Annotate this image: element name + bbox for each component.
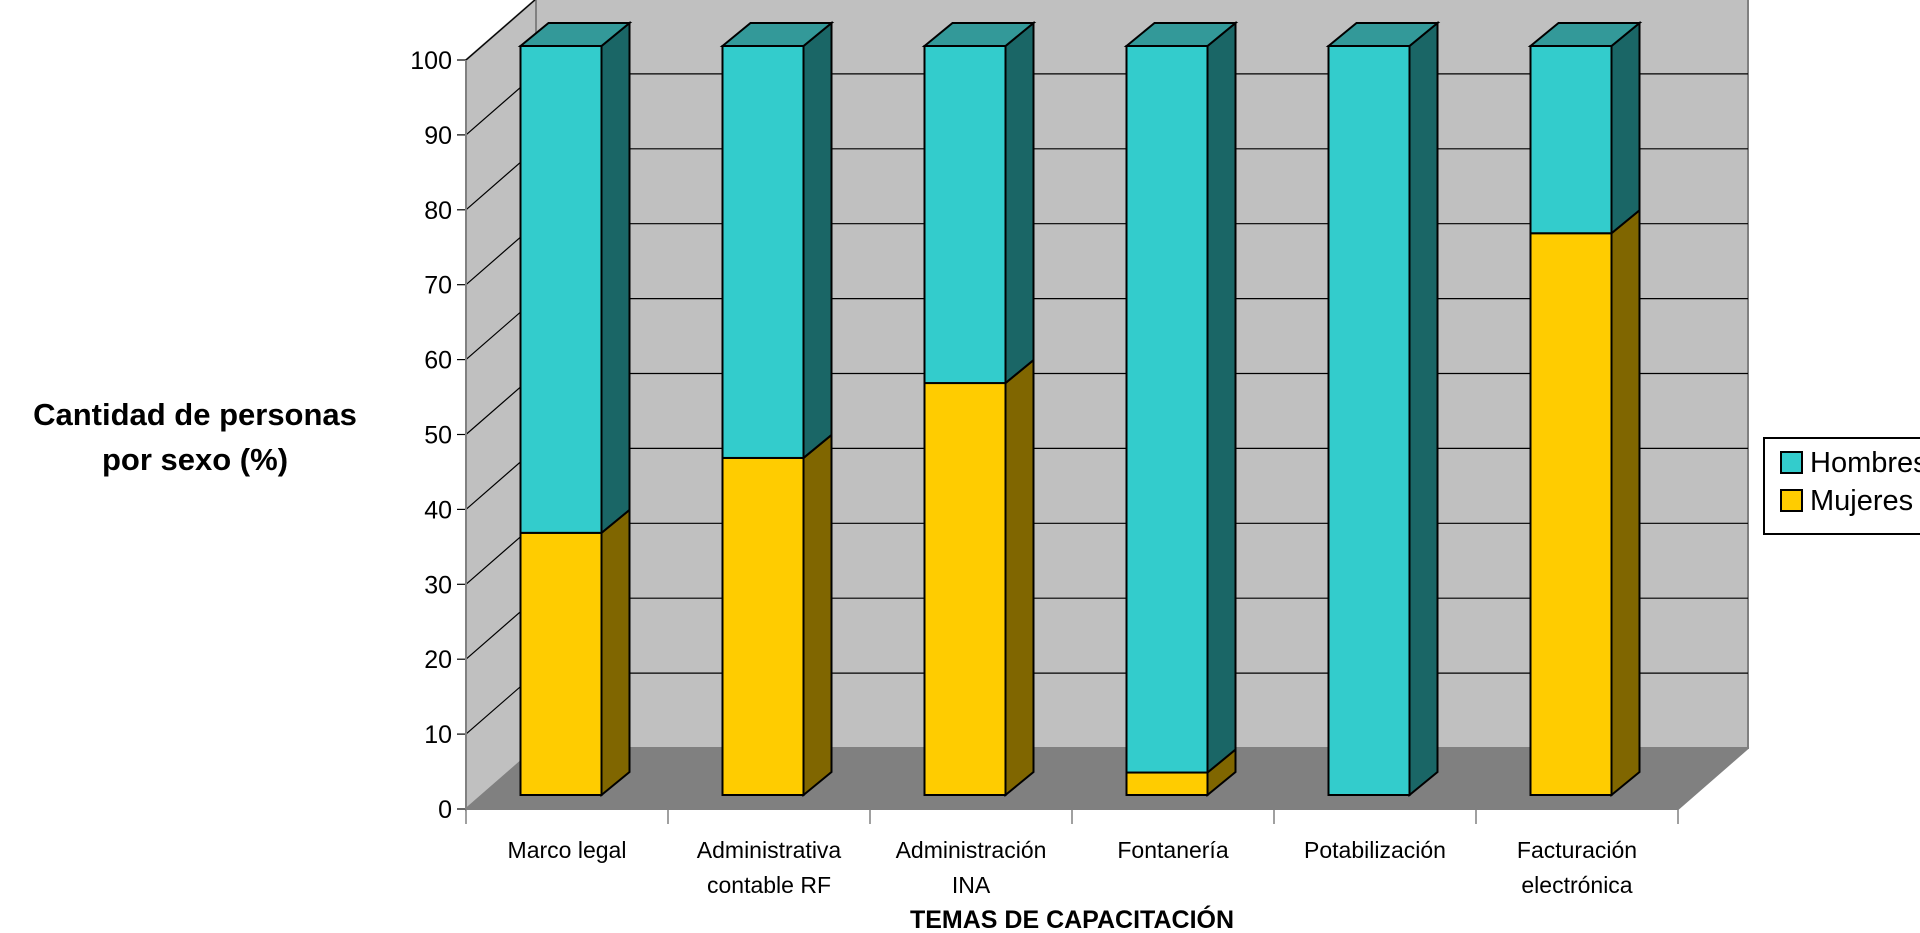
y-axis-title-line-2: por sexo (%) — [101, 442, 289, 477]
bar-top — [1123, 22, 1239, 47]
legend-swatch — [1780, 451, 1803, 474]
bar-hombres — [721, 45, 805, 459]
bar-side — [1408, 20, 1439, 798]
bar-side — [1610, 208, 1641, 798]
y-tick-label: 30 — [424, 571, 452, 599]
x-tick-label: contable RF — [707, 872, 831, 898]
y-tick-label: 80 — [424, 197, 452, 225]
y-tick-label: 40 — [424, 496, 452, 524]
bar-mujeres — [519, 531, 603, 796]
x-tick-label: Potabilización — [1304, 837, 1446, 863]
bar-top — [517, 22, 633, 47]
bar-side — [600, 507, 631, 798]
y-tick-label: 60 — [424, 347, 452, 375]
y-tick-label: 0 — [438, 796, 452, 824]
legend-label: Hombres — [1810, 447, 1920, 479]
y-tick-label: 10 — [424, 721, 452, 749]
bar-hombres — [1529, 45, 1613, 235]
legend-swatch — [1780, 489, 1803, 512]
bar-side — [1610, 20, 1641, 236]
x-tick-label: Facturación — [1517, 837, 1637, 863]
x-tick-label: electrónica — [1521, 872, 1632, 898]
bar-mujeres — [1529, 232, 1613, 796]
bar-top — [1325, 22, 1441, 47]
y-axis-title-line-1: Cantidad de personas — [33, 397, 357, 432]
x-tick-label: INA — [952, 872, 991, 898]
y-tick-label: 100 — [410, 47, 452, 75]
x-tick-label: Fontanería — [1117, 837, 1228, 863]
legend-label: Mujeres — [1810, 485, 1913, 517]
x-tick-label: Administrativa — [697, 837, 842, 863]
y-tick-label: 70 — [424, 272, 452, 300]
bar-side — [600, 20, 631, 535]
bar-hombres — [923, 45, 1007, 385]
bar-side — [802, 432, 833, 798]
y-tick-label: 50 — [424, 422, 452, 450]
x-tick-label: Administración — [896, 837, 1047, 863]
y-tick-label: 20 — [424, 646, 452, 674]
bar-side — [802, 20, 833, 461]
gridline — [465, 0, 536, 61]
bar-side — [1206, 20, 1237, 775]
bar-mujeres — [721, 456, 805, 796]
bar-top — [1527, 22, 1643, 47]
bar-side — [1004, 20, 1035, 386]
bar-mujeres — [1125, 771, 1209, 797]
y-axis-title: Cantidad de personas por sexo (%) — [0, 392, 390, 482]
bar-hombres — [1327, 45, 1411, 796]
x-axis-title: TEMAS DE CAPACITACIÓN — [910, 904, 1234, 933]
bar-mujeres — [923, 382, 1007, 796]
bar-hombres — [519, 45, 603, 534]
bar-top — [719, 22, 835, 47]
x-tick-label: Marco legal — [508, 837, 627, 863]
x-axis-depth-edge — [1677, 747, 1749, 810]
bar-side — [1004, 357, 1035, 798]
bar-top — [921, 22, 1037, 47]
y-tick-label: 90 — [424, 122, 452, 150]
bar-hombres — [1125, 45, 1209, 774]
